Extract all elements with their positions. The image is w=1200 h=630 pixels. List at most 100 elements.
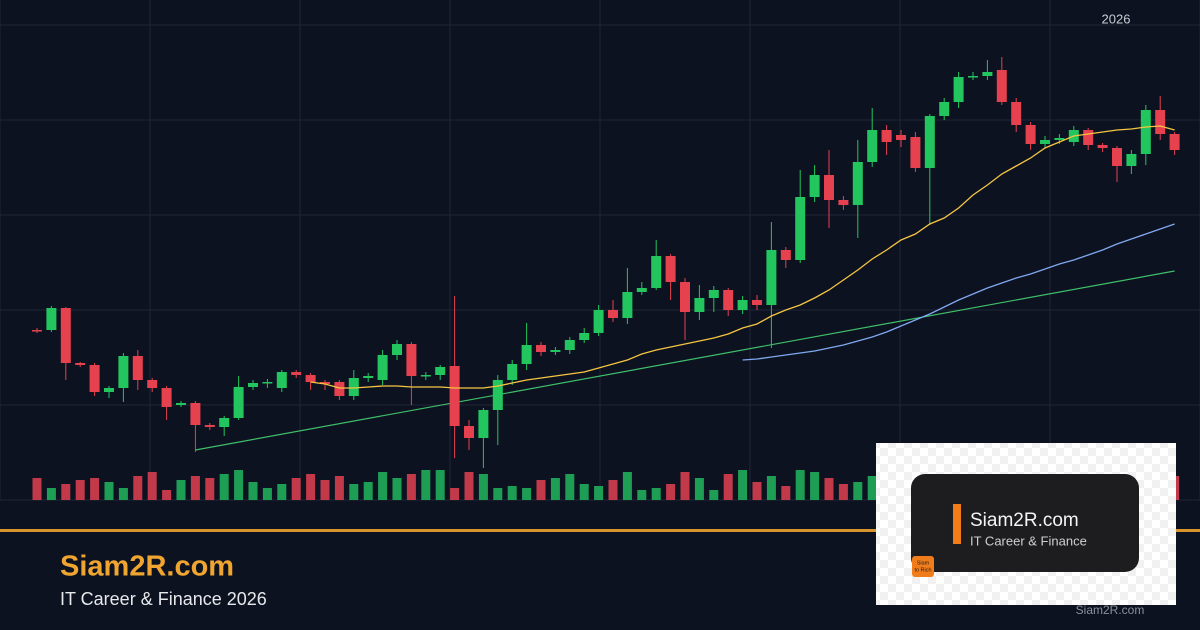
- candle-body: [89, 365, 100, 392]
- period-label: 2026: [1102, 11, 1131, 26]
- candle-body: [982, 72, 993, 76]
- divider: [0, 529, 1200, 532]
- volume-bar: [291, 478, 301, 500]
- candle-body: [564, 340, 575, 350]
- volume-bar: [75, 480, 85, 500]
- candle-body: [1140, 110, 1151, 154]
- candle-body: [132, 356, 143, 380]
- candle-body: [795, 197, 806, 260]
- logo-overlay: Siam2R.com IT Career & Finance Siam to R…: [876, 443, 1176, 605]
- volume-bar: [190, 476, 200, 500]
- volume-bar: [565, 474, 575, 500]
- trend-line: [195, 270, 1175, 451]
- watermark: Siam2R.com: [1076, 603, 1145, 617]
- volume-bar: [349, 484, 359, 500]
- candle-body: [939, 102, 950, 116]
- candle-body: [1169, 134, 1180, 150]
- candle-body: [248, 383, 258, 387]
- volume-bar: [867, 476, 877, 500]
- candle-body: [46, 308, 57, 330]
- candle-body: [32, 330, 42, 332]
- volume-bar: [824, 478, 834, 500]
- volume-bar: [334, 476, 344, 500]
- candle-body: [1097, 145, 1108, 148]
- candle-body: [680, 282, 690, 312]
- candle-body: [622, 292, 633, 318]
- volume-bar: [205, 478, 215, 500]
- badge-line: to Rich: [914, 567, 931, 573]
- candle-body: [752, 300, 762, 305]
- volume-bar: [738, 470, 748, 500]
- candle-body: [435, 367, 446, 375]
- volume-bar: [378, 472, 388, 500]
- candle-body: [392, 344, 402, 355]
- candle-body: [305, 375, 316, 382]
- candle-body: [824, 175, 834, 200]
- candle-body: [1112, 148, 1122, 166]
- volume-bar: [608, 480, 618, 500]
- candle-body: [737, 300, 748, 310]
- candle-body: [262, 382, 273, 384]
- volume-bar: [550, 478, 560, 500]
- volume-bar: [637, 490, 647, 500]
- candle-body: [190, 403, 201, 425]
- volume-bar: [795, 470, 805, 500]
- candle-body: [363, 376, 374, 378]
- volume-bar: [838, 484, 848, 500]
- volume-bar: [810, 472, 820, 500]
- volume-bar: [262, 488, 272, 500]
- volume-bar: [176, 480, 186, 500]
- volume-bar: [320, 480, 330, 500]
- volume-bar: [478, 474, 488, 500]
- volume-bar: [147, 472, 157, 500]
- logo-card: [911, 474, 1139, 572]
- volume-bar: [464, 472, 474, 500]
- candle-body: [1025, 125, 1036, 144]
- candle-body: [1054, 138, 1065, 140]
- candle-body: [291, 372, 302, 375]
- candle-body: [593, 310, 604, 333]
- site-title: Siam2R.com: [60, 551, 234, 583]
- logo-bar: [953, 504, 961, 544]
- candle-body: [723, 290, 734, 310]
- candle-body: [219, 418, 230, 427]
- volume-bar: [46, 488, 56, 500]
- volume-bar: [522, 488, 532, 500]
- volume-bar: [579, 484, 589, 500]
- candle-body: [176, 403, 186, 405]
- volume-bar: [248, 482, 258, 500]
- volume-bar: [363, 482, 373, 500]
- volume-bar: [306, 474, 316, 500]
- volume-bar: [118, 488, 128, 500]
- candle-body: [1155, 110, 1166, 134]
- badge-line: Siam: [917, 560, 930, 566]
- volume-bar: [277, 484, 287, 500]
- volume-bar: [651, 488, 661, 500]
- candle-body: [694, 298, 705, 312]
- candle-body: [1083, 130, 1094, 145]
- candle-body: [809, 175, 820, 197]
- candle-body: [550, 350, 561, 352]
- volume-bar: [32, 478, 42, 500]
- volume-bar: [781, 486, 791, 500]
- candle-body: [996, 70, 1007, 102]
- volume-bar: [853, 482, 863, 500]
- candle-body: [276, 372, 287, 388]
- candle-body: [608, 310, 618, 318]
- candle-body: [406, 344, 417, 376]
- candle-body: [60, 308, 71, 363]
- candle-body: [464, 426, 474, 438]
- candle-body: [665, 256, 676, 282]
- candle-body: [924, 116, 935, 168]
- candle-body: [320, 382, 330, 384]
- volume-bar: [406, 474, 416, 500]
- volume-bar: [666, 484, 676, 500]
- candle-body: [968, 76, 978, 78]
- volume-bar: [61, 484, 71, 500]
- volume-bar: [622, 472, 632, 500]
- candle-body: [147, 380, 158, 388]
- candle-body: [881, 130, 892, 142]
- volume-bar: [709, 490, 719, 500]
- candle-body: [233, 387, 244, 418]
